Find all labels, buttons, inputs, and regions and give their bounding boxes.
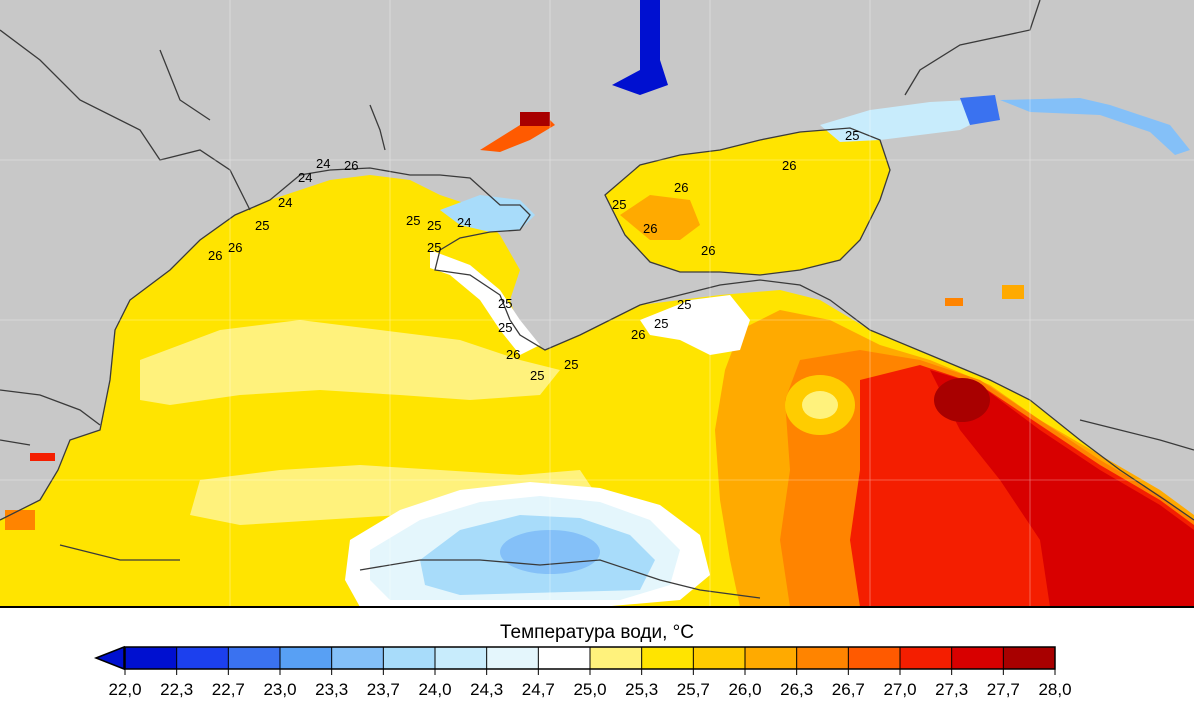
- legend-colorbar: 22,0 22,3 22,7 23,0 23,3 23,7 24,0 24,3 24,7 25,0…: [93, 645, 1072, 699]
- legend-tick-label: 27,7: [987, 680, 1020, 699]
- east-dot: [945, 298, 963, 306]
- legend-swatches: [124, 646, 1056, 670]
- map-divider: [0, 606, 1194, 608]
- legend-ticks: [124, 647, 1056, 675]
- legend-swatch: [848, 647, 901, 669]
- legend-swatch: [280, 647, 333, 669]
- isotherm-label: 25: [845, 128, 859, 143]
- isotherm-label: 26: [631, 327, 645, 342]
- don-blue: [960, 95, 1000, 125]
- legend-tick-label: 22,0: [108, 680, 141, 699]
- legend-tick-label: 23,3: [315, 680, 348, 699]
- nw-cool-zone: [440, 195, 535, 232]
- isotherm-label: 26: [506, 347, 520, 362]
- isotherm-labels: 24 24 26 24 25 26 26 25 25 24 25 25 25 2…: [208, 128, 859, 383]
- legend-swatch: [900, 647, 953, 669]
- legend-tick-label: 26,3: [780, 680, 813, 699]
- legend-tick-label: 23,0: [263, 680, 296, 699]
- isotherm-label: 26: [344, 158, 358, 173]
- isotherm-label: 26: [228, 240, 242, 255]
- legend-tick-label: 23,7: [367, 680, 400, 699]
- map-canvas: 24 24 26 24 25 26 26 25 25 24 25 25 25 2…: [0, 0, 1194, 607]
- river-blue: [612, 0, 668, 95]
- legend-tick-label: 25,3: [625, 680, 658, 699]
- warm-eddy-core: [802, 391, 838, 419]
- legend-tick-label: 24,0: [418, 680, 451, 699]
- legend-swatch: [125, 647, 178, 669]
- legend-tick-label: 27,0: [883, 680, 916, 699]
- don-light: [1000, 98, 1190, 155]
- legend-swatch: [641, 647, 694, 669]
- legend-swatch: [590, 647, 643, 669]
- west-hot-strip: [30, 453, 55, 461]
- legend-swatch: [383, 647, 436, 669]
- isotherm-label: 25: [498, 320, 512, 335]
- legend-swatch: [331, 647, 384, 669]
- isotherm-label: 25: [406, 213, 420, 228]
- legend-tick-label: 22,7: [212, 680, 245, 699]
- isotherm-label: 26: [208, 248, 222, 263]
- legend-tick-label: 24,3: [470, 680, 503, 699]
- hottest-core: [934, 378, 990, 422]
- west-warm-patch: [5, 510, 35, 530]
- legend-tick-label: 25,0: [573, 680, 606, 699]
- isotherm-label: 26: [701, 243, 715, 258]
- legend-swatch: [228, 647, 281, 669]
- azov-warm-west: [620, 195, 700, 240]
- cool-band-west: [140, 320, 560, 405]
- legend-tick-label: 28,0: [1038, 680, 1071, 699]
- isotherm-label: 24: [298, 170, 312, 185]
- isotherm-label: 25: [654, 316, 668, 331]
- isotherm-label: 25: [564, 357, 578, 372]
- legend-tick-label: 26,0: [728, 680, 761, 699]
- isotherm-label: 25: [498, 296, 512, 311]
- legend-swatch: [1003, 647, 1056, 669]
- legend-swatch: [486, 647, 539, 669]
- legend-swatch: [538, 647, 591, 669]
- legend-underflow-arrow: [93, 645, 125, 671]
- hottest-region-east: [930, 370, 1194, 607]
- isotherm-label: 26: [643, 221, 657, 236]
- legend-tick-label: 27,3: [935, 680, 968, 699]
- isotherm-label: 25: [677, 297, 691, 312]
- isotherm-label: 26: [782, 158, 796, 173]
- river-hot-spot: [520, 112, 550, 126]
- graticule: [0, 0, 1194, 607]
- isotherm-label: 26: [674, 180, 688, 195]
- legend-swatch: [176, 647, 229, 669]
- legend-tick-label: 26,7: [832, 680, 865, 699]
- legend-swatch: [796, 647, 849, 669]
- legend-tick-label: 25,7: [677, 680, 710, 699]
- isotherm-label: 24: [316, 156, 330, 171]
- legend-swatch: [951, 647, 1004, 669]
- legend-swatch: [693, 647, 746, 669]
- legend-tick-label: 24,7: [522, 680, 555, 699]
- kerch-cool-zone: [640, 295, 750, 355]
- legend-tick-label: 22,3: [160, 680, 193, 699]
- legend-swatch: [745, 647, 798, 669]
- legend-swatch: [435, 647, 488, 669]
- isotherm-label: 24: [457, 215, 471, 230]
- azov-north-cool: [820, 100, 990, 142]
- isotherm-label: 25: [427, 240, 441, 255]
- legend-title: Температура води, °С: [500, 622, 694, 643]
- isotherm-label: 25: [255, 218, 269, 233]
- crimea-cool-zone: [430, 250, 540, 355]
- isotherm-label: 25: [427, 218, 441, 233]
- isotherm-label: 25: [612, 197, 626, 212]
- coastlines: [0, 0, 1194, 599]
- isotherm-label: 24: [278, 195, 292, 210]
- sea-temperature-map: 24 24 26 24 25 26 26 25 25 24 25 25 25 2…: [0, 0, 1194, 607]
- legend-tick-labels: 22,0 22,3 22,7 23,0 23,3 23,7 24,0 24,3 24,7 25,0…: [108, 680, 1071, 699]
- east-dot-2: [1002, 285, 1024, 299]
- isotherm-label: 25: [530, 368, 544, 383]
- color-legend: Температура води, °С 22,0 22,3 22,7 23,0 23,…: [0, 608, 1194, 715]
